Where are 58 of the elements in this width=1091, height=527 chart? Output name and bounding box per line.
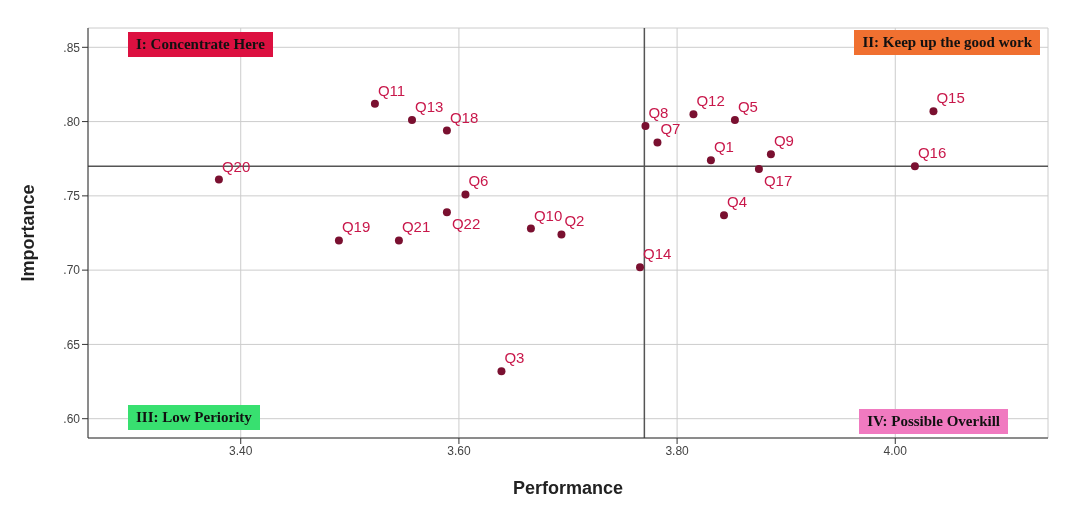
annotation: Q21 bbox=[401, 218, 431, 236]
point bbox=[636, 263, 644, 272]
point bbox=[706, 156, 715, 165]
annotation: III: Low Periority bbox=[128, 405, 260, 430]
point bbox=[526, 224, 535, 233]
annotation: Q18 bbox=[449, 108, 479, 126]
annotation: Q9 bbox=[773, 132, 794, 150]
point bbox=[370, 99, 379, 108]
point bbox=[334, 236, 343, 245]
point bbox=[929, 107, 938, 116]
annotation: Q3 bbox=[504, 349, 525, 367]
annotation: Q1 bbox=[713, 138, 734, 156]
annotation: I: Concentrate Here bbox=[128, 32, 273, 57]
point bbox=[766, 150, 775, 159]
annotation: Q4 bbox=[727, 193, 748, 211]
annotation: Q19 bbox=[341, 218, 371, 236]
y-axis-title: Importance bbox=[18, 184, 39, 282]
y-tick-label: .65 bbox=[63, 337, 81, 352]
point bbox=[557, 230, 566, 239]
point bbox=[754, 165, 763, 174]
point bbox=[461, 190, 470, 199]
point bbox=[653, 138, 662, 147]
annotation: Q13 bbox=[415, 98, 444, 116]
annotation: II: Keep up the good work bbox=[854, 30, 1040, 55]
x-tick-label: 3.60 bbox=[447, 443, 471, 458]
point bbox=[910, 162, 919, 171]
x-tick-label: 4.00 bbox=[883, 443, 908, 458]
point bbox=[214, 175, 223, 184]
y-tick-label: .85 bbox=[63, 40, 81, 55]
annotation: Q7 bbox=[660, 120, 681, 138]
point bbox=[730, 116, 739, 125]
annotation: Q10 bbox=[533, 206, 563, 224]
annotation: Q5 bbox=[737, 98, 758, 116]
annotation: Q11 bbox=[377, 81, 406, 99]
annotation: Q2 bbox=[564, 212, 585, 230]
annotation: Q16 bbox=[917, 144, 947, 162]
x-tick-label: 3.40 bbox=[229, 443, 253, 458]
annotation: Q22 bbox=[451, 215, 481, 233]
point bbox=[394, 236, 403, 245]
y-tick-label: .70 bbox=[63, 263, 81, 278]
x-axis-title: Performance bbox=[512, 478, 624, 498]
x-tick-label: 3.80 bbox=[665, 443, 690, 458]
point bbox=[689, 110, 698, 119]
point bbox=[408, 116, 416, 125]
point bbox=[497, 367, 506, 376]
point bbox=[720, 211, 728, 220]
annotation: Q6 bbox=[468, 172, 489, 190]
annotation: Q17 bbox=[763, 172, 793, 190]
y-tick-label: .75 bbox=[63, 189, 81, 204]
point bbox=[442, 208, 451, 217]
annotation: IV: Possible Overkill bbox=[859, 409, 1008, 434]
y-tick-label: .80 bbox=[63, 114, 81, 129]
y-tick-label: .60 bbox=[63, 411, 81, 426]
annotation: Q8 bbox=[648, 104, 669, 122]
annotation: Q12 bbox=[696, 92, 725, 110]
point bbox=[442, 126, 451, 135]
point bbox=[641, 122, 650, 131]
annotation: Q15 bbox=[936, 89, 965, 107]
